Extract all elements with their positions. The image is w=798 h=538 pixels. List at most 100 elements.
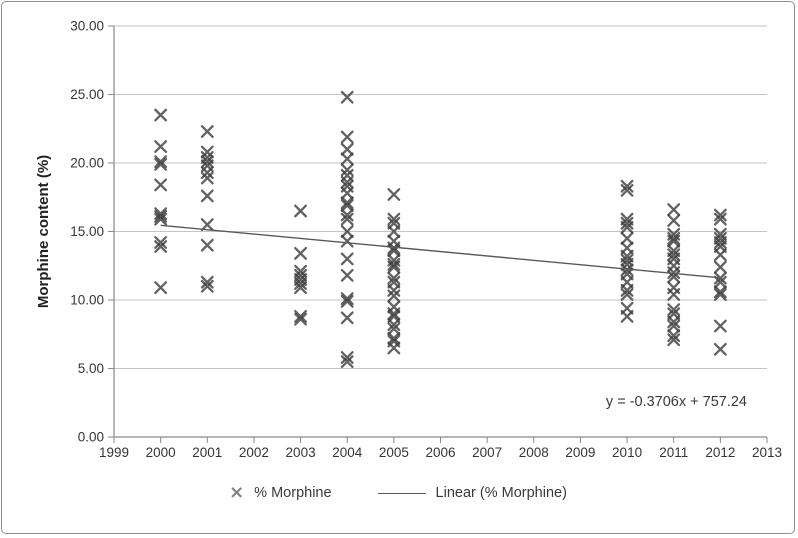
data-point-x-marker [340, 199, 354, 212]
data-point-x-marker [340, 196, 354, 210]
x-tick-label: 2007 [472, 445, 502, 460]
data-point-x-marker [713, 342, 727, 356]
data-point-x-marker [340, 212, 354, 226]
data-point-x-marker [154, 240, 168, 254]
data-point-x-marker [713, 319, 727, 333]
data-point-x-marker [200, 275, 214, 289]
data-point-x-marker [154, 178, 168, 192]
trend-line [160, 224, 721, 279]
data-point-x-marker [294, 246, 308, 260]
data-point-x-marker [340, 163, 354, 177]
legend-label-morphine: % Morphine [254, 485, 332, 501]
data-point-x-marker [340, 252, 354, 266]
data-point-x-marker [340, 142, 354, 156]
data-point-x-marker [340, 311, 354, 325]
data-point-x-marker [667, 303, 681, 317]
data-point-x-marker [200, 189, 214, 203]
chart-legend: × % Morphine Linear (% Morphine) [2, 482, 794, 503]
data-point-x-marker [340, 355, 354, 369]
data-point-x-marker [340, 208, 354, 222]
data-point-x-marker [200, 155, 214, 169]
data-point-x-marker [667, 248, 681, 262]
data-point-x-marker [620, 220, 634, 234]
data-point-x-marker [387, 318, 401, 332]
data-point-x-marker [713, 248, 727, 262]
legend-label-linear: Linear (% Morphine) [435, 485, 567, 501]
data-point-x-marker [667, 315, 681, 329]
x-tick-label: 2006 [425, 445, 455, 460]
data-point-x-marker [713, 260, 727, 274]
data-point-x-marker [620, 283, 634, 297]
data-point-x-marker [667, 266, 681, 280]
legend-item-linear: Linear (% Morphine) [377, 485, 567, 501]
data-point-x-marker [387, 257, 401, 271]
x-tick-label: 2008 [519, 445, 549, 460]
data-point-x-marker [713, 208, 727, 222]
data-point-x-marker [340, 152, 354, 166]
legend-item-morphine: × % Morphine [229, 482, 332, 503]
data-point-x-marker [667, 214, 681, 227]
data-point-x-marker [387, 283, 401, 297]
data-point-x-marker [340, 225, 354, 238]
trendline-equation: y = -0.3706x + 757.24 [606, 394, 747, 410]
data-point-x-marker [387, 341, 401, 355]
data-point-x-marker [340, 130, 354, 144]
data-point-x-marker [340, 294, 354, 308]
line-marker-icon [377, 492, 426, 494]
x-tick-label: 2011 [659, 445, 688, 460]
data-point-x-marker [294, 277, 308, 291]
data-point-x-marker [340, 268, 354, 282]
data-point-x-marker [713, 288, 727, 301]
data-point-x-marker [667, 203, 681, 217]
data-point-x-marker [387, 241, 401, 255]
data-point-x-marker [294, 204, 308, 218]
data-point-x-marker [154, 236, 168, 249]
y-tick-label: 30.00 [70, 19, 104, 34]
x-tick-label: 2004 [332, 445, 363, 460]
data-point-x-marker [620, 183, 634, 197]
data-point-x-marker [713, 285, 727, 299]
data-point-x-marker [154, 108, 168, 122]
data-point-x-marker [620, 179, 634, 193]
data-point-x-marker [387, 289, 401, 303]
x-marker-icon: × [229, 482, 245, 503]
data-point-x-marker [340, 292, 354, 306]
data-point-x-marker [154, 281, 168, 295]
x-tick-label: 2001 [192, 445, 222, 460]
x-tick-label: 2003 [286, 445, 316, 460]
data-point-x-marker [667, 288, 681, 301]
data-point-x-marker [154, 155, 168, 169]
y-tick-label: 15.00 [70, 224, 104, 239]
x-tick-label: 2010 [612, 445, 642, 460]
data-point-x-marker [154, 212, 168, 226]
data-point-x-marker [294, 309, 308, 323]
data-point-x-marker [667, 329, 681, 343]
data-point-x-marker [620, 216, 634, 230]
y-tick-label: 10.00 [70, 293, 104, 308]
x-tick-label: 2013 [752, 445, 782, 460]
y-tick-label: 20.00 [70, 156, 104, 171]
data-point-x-marker [620, 309, 634, 323]
data-point-x-marker [340, 175, 354, 189]
data-point-x-marker [387, 212, 401, 226]
data-point-x-marker [387, 307, 401, 321]
data-point-x-marker [387, 322, 401, 336]
x-tick-label: 2012 [705, 445, 735, 460]
x-tick-label: 2002 [239, 445, 269, 460]
y-tick-label: 25.00 [70, 87, 104, 102]
data-point-x-marker [200, 238, 214, 252]
data-point-x-marker [713, 236, 727, 249]
data-point-x-marker [620, 231, 634, 245]
data-point-x-marker [200, 279, 214, 293]
data-point-x-marker [667, 234, 681, 248]
x-tick-label: 2005 [379, 445, 409, 460]
data-point-x-marker [387, 331, 401, 345]
data-point-x-marker [294, 281, 308, 295]
y-axis-title: Morphine content (%) [35, 155, 52, 308]
y-tick-label: 0.00 [78, 430, 104, 445]
data-point-x-marker [387, 271, 401, 285]
y-tick-label: 5.00 [78, 361, 104, 376]
data-point-x-marker [200, 125, 214, 138]
